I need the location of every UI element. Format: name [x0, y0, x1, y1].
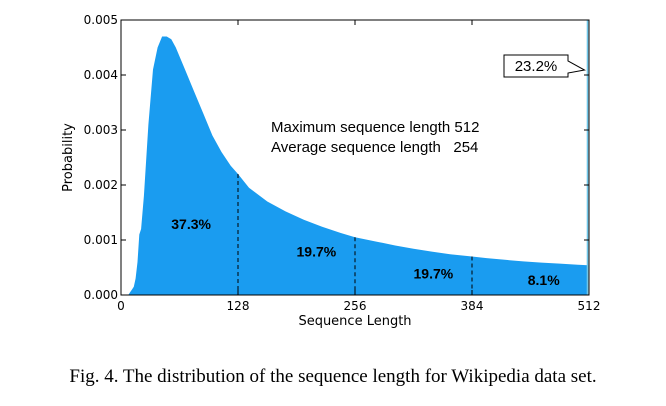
spike-callout: 23.2% — [503, 54, 586, 78]
y-axis-ticks: 0.000 0.001 0.002 0.003 0.004 0.005 — [84, 13, 589, 302]
max-length-annotation: Maximum sequence length 512 — [271, 119, 479, 136]
y-tick-label: 0.001 — [84, 233, 118, 247]
y-axis-label: Probability — [61, 123, 76, 192]
y-tick-label: 0.000 — [84, 288, 118, 302]
x-tick-label: 256 — [344, 299, 367, 313]
segment-label: 37.3% — [171, 216, 211, 232]
segment-label: 19.7% — [297, 244, 337, 260]
x-tick-label: 512 — [578, 299, 601, 313]
x-tick-label: 128 — [227, 299, 250, 313]
x-tick-label: 384 — [461, 299, 484, 313]
y-tick-label: 0.003 — [84, 123, 118, 137]
y-tick-label: 0.005 — [84, 13, 118, 27]
segment-label: 19.7% — [414, 266, 454, 282]
y-tick-label: 0.002 — [84, 178, 118, 192]
avg-length-annotation: Average sequence length 254 — [271, 139, 478, 156]
figure-caption: Fig. 4. The distribution of the sequence… — [69, 366, 597, 387]
segment-label: 8.1% — [528, 272, 560, 288]
x-axis-label: Sequence Length — [298, 314, 411, 329]
x-axis-ticks: 0 128 256 384 512 — [117, 20, 600, 313]
segment-labels: 37.3% 19.7% 19.7% 8.1% — [171, 216, 560, 288]
x-tick-label: 0 — [117, 299, 125, 313]
callout-label: 23.2% — [515, 58, 558, 75]
callout-box — [503, 54, 586, 78]
y-tick-label: 0.004 — [84, 68, 118, 82]
segment-dividers — [237, 174, 473, 295]
sequence-length-chart: 37.3%19.7%19.7% 8.1% 0 128 256 384 512 0.0000… — [61, 13, 600, 329]
